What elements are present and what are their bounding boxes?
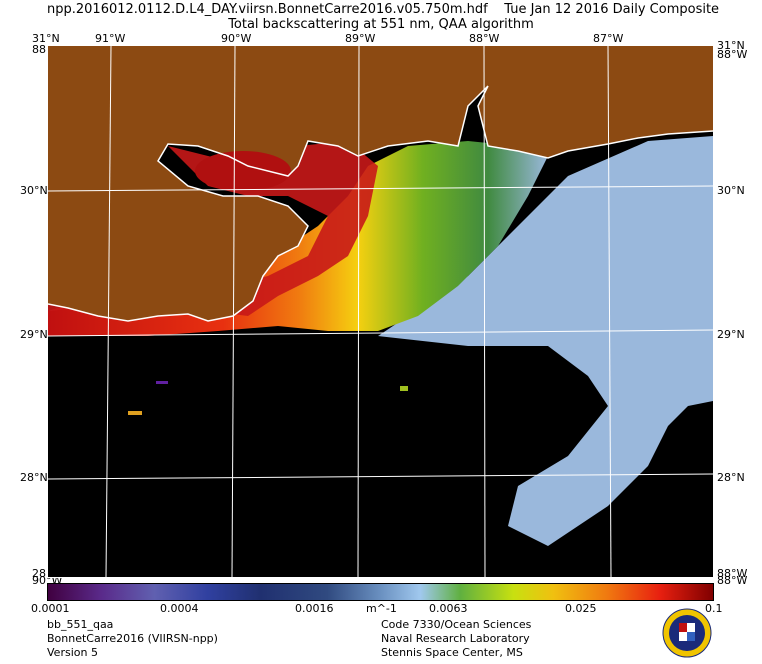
colorbar-tick-3: 0.0016 <box>295 602 334 615</box>
map-panel <box>47 45 714 578</box>
lon-label-88w: 88°W <box>469 32 500 45</box>
footer-version: Version 5 <box>47 646 98 659</box>
footer-right-block: Code 7330/Ocean Sciences Naval Research … <box>381 618 531 660</box>
corner-bottom-right-lon: 88°W <box>717 574 748 587</box>
colorbar-tick-4: 0.0063 <box>429 602 468 615</box>
land-area <box>48 46 713 321</box>
corner-top-right-lon: 88°W <box>717 48 748 61</box>
lat-label-28n-right: 28°N <box>717 471 745 484</box>
footer-dataset: BonnetCarre2016 (VIIRSN-npp) <box>47 632 218 645</box>
footer-left-block: bb_551_qaa BonnetCarre2016 (VIIRSN-npp) … <box>47 618 218 660</box>
title-subtitle: Total backscattering at 551 nm, QAA algo… <box>228 17 534 32</box>
title-filename: npp.2016012.0112.D.L4_DAY.viirsn.BonnetC… <box>47 2 488 17</box>
offshore-water <box>378 136 713 546</box>
coastal-red-band <box>48 141 378 316</box>
title-date: Tue Jan 12 2016 Daily Composite <box>504 2 720 17</box>
nrl-seal-icon <box>662 608 712 658</box>
corner-bottom-right-lat: 88°W <box>717 567 748 580</box>
colorbar-tick-1: 0.0001 <box>31 602 70 615</box>
corner-top-left-lat: 31°N <box>32 32 60 45</box>
lon-label-91w: 91°W <box>95 32 126 45</box>
lat-label-30n-left: 30°N <box>20 184 48 197</box>
title-filename-and-date: npp.2016012.0112.D.L4_DAY.viirsn.BonnetC… <box>47 2 719 17</box>
lon-label-90w: 90°W <box>221 32 252 45</box>
footer-product: bb_551_qaa <box>47 618 114 631</box>
colorbar <box>47 583 714 601</box>
colorbar-unit: m^-1 <box>366 602 397 615</box>
footer-lab: Naval Research Laboratory <box>381 632 530 645</box>
lon-label-89w: 89°W <box>345 32 376 45</box>
graticule <box>48 46 713 577</box>
lat-label-28n-left: 28°N <box>20 471 48 484</box>
map-image <box>48 46 713 577</box>
colorbar-tick-6: 0.1 <box>705 602 723 615</box>
lat-label-30n-right: 30°N <box>717 184 745 197</box>
lat-label-29n-right: 29°N <box>717 328 745 341</box>
lon-label-87w: 87°W <box>593 32 624 45</box>
footer-location: Stennis Space Center, MS <box>381 646 523 659</box>
corner-top-right-lat: 31°N <box>717 39 745 52</box>
colorbar-tick-5: 0.025 <box>565 602 597 615</box>
coastline <box>48 85 713 322</box>
colorbar-tick-2: 0.0004 <box>160 602 199 615</box>
lat-label-29n-left: 29°N <box>20 328 48 341</box>
footer-code: Code 7330/Ocean Sciences <box>381 618 532 631</box>
lake-pontchartrain <box>195 151 291 191</box>
